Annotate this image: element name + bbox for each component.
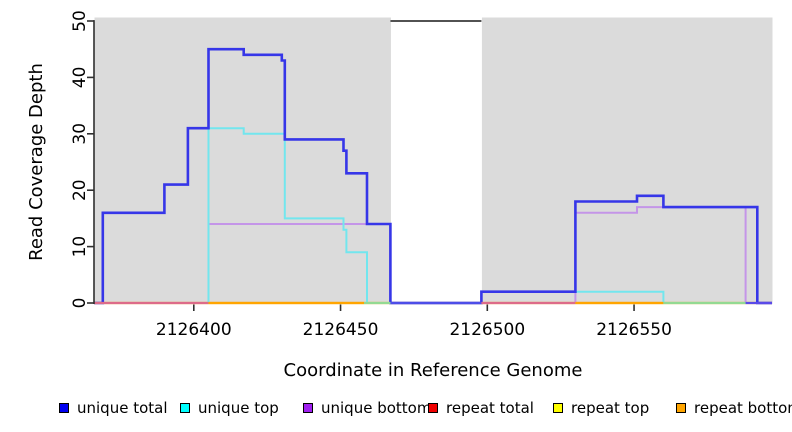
y-tick-label-0: 0: [70, 298, 90, 309]
legend-item-unique-top: unique top: [180, 399, 279, 417]
legend-swatch-repeat-top: [553, 403, 563, 413]
x-tick-label-2126450: 2126450: [303, 320, 379, 340]
legend-swatch-repeat-total: [428, 403, 438, 413]
legend-swatch-repeat-bottom: [676, 403, 686, 413]
legend-label-unique-top: unique top: [198, 399, 279, 417]
y-tick-label-10: 10: [70, 236, 90, 258]
y-tick-label-50: 50: [70, 10, 90, 32]
legend-label-repeat-top: repeat top: [571, 399, 650, 417]
y-tick-label-30: 30: [70, 123, 90, 145]
legend-label-unique-bottom: unique bottom: [321, 399, 432, 417]
y-axis-title: Read Coverage Depth: [26, 63, 47, 261]
legend-swatch-unique-bottom: [303, 403, 313, 413]
x-tick-label-2126400: 2126400: [156, 320, 232, 340]
legend-item-repeat-bottom: repeat bottom: [676, 399, 792, 417]
legend-item-repeat-top: repeat top: [553, 399, 649, 417]
legend-swatch-unique-top: [180, 403, 190, 413]
legend-swatch-unique-total: [59, 403, 69, 413]
x-tick-label-2126550: 2126550: [596, 320, 672, 340]
series-line-unique-total: [94, 47, 772, 305]
legend-item-repeat-total: repeat total: [428, 399, 534, 417]
chart-legend: unique total unique top unique bottom repea…: [0, 399, 792, 419]
legend-label-unique-total: unique total: [77, 399, 168, 417]
legend-item-unique-total: unique total: [59, 399, 168, 417]
legend-label-repeat-bottom: repeat bottom: [694, 399, 792, 417]
x-axis-title: Coordinate in Reference Genome: [284, 360, 583, 381]
coverage-chart: 0 10 20 30 40 50 2126400 2126450 2126500 2126550 C…: [26, 10, 773, 381]
y-tick-label-40: 40: [70, 67, 90, 89]
shaded-region-2: [481, 17, 773, 304]
shaded-region-1: [94, 17, 391, 304]
x-tick-label-2126500: 2126500: [449, 320, 525, 340]
legend-item-unique-bottom: unique bottom: [303, 399, 431, 417]
legend-label-repeat-total: repeat total: [446, 399, 534, 417]
y-tick-label-20: 20: [70, 179, 90, 201]
